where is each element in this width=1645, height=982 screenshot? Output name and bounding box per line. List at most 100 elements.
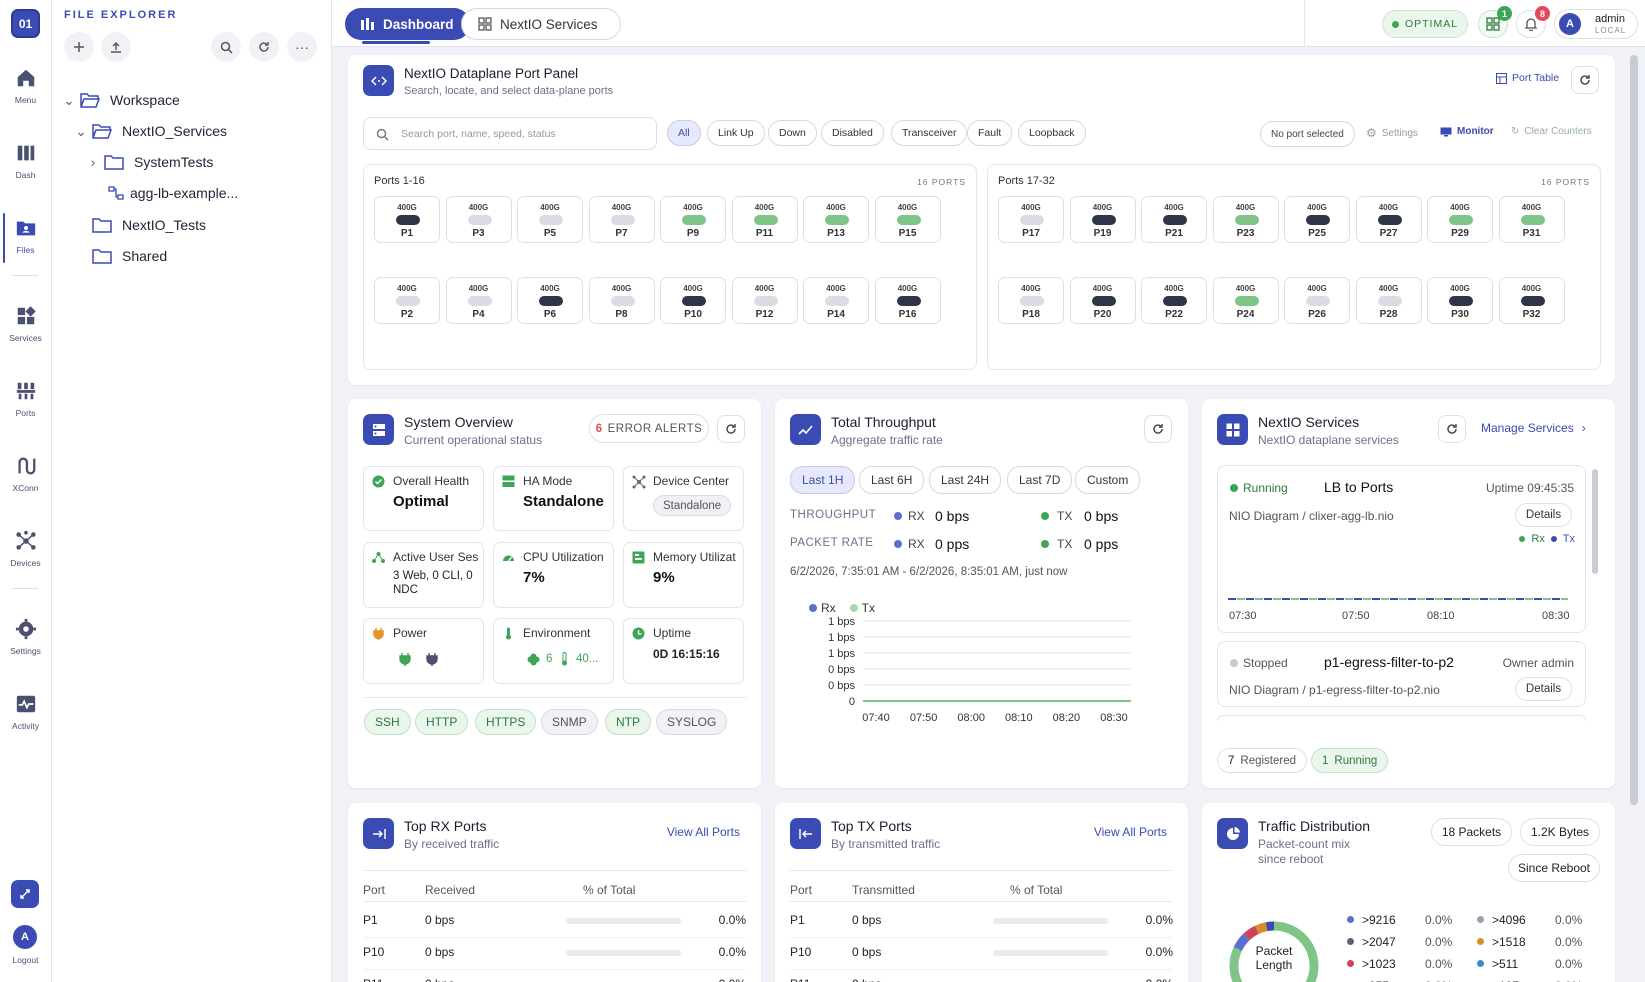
port-p26[interactable]: 400G P26 bbox=[1284, 277, 1350, 324]
manage-services-link[interactable]: Manage Services › bbox=[1481, 421, 1586, 435]
protocol-ssh[interactable]: SSH bbox=[364, 709, 411, 735]
avatar[interactable]: A bbox=[13, 925, 37, 949]
port-p14[interactable]: 400G P14 bbox=[803, 277, 869, 324]
tree-item-systemtests[interactable]: › SystemTests bbox=[86, 148, 214, 176]
monitor-button[interactable]: Monitor bbox=[1440, 126, 1494, 137]
tab-nextio-services[interactable]: NextIO Services bbox=[461, 8, 621, 40]
port-p10[interactable]: 400G P10 bbox=[660, 277, 726, 324]
service-item-lb[interactable]: Running LB to Ports Uptime 09:45:35 NIO … bbox=[1217, 465, 1586, 633]
tab-dashboard[interactable]: Dashboard bbox=[345, 8, 470, 40]
app-logo[interactable]: 01 bbox=[11, 9, 40, 38]
search-button[interactable] bbox=[211, 32, 241, 62]
expand-button[interactable] bbox=[11, 880, 39, 908]
divider bbox=[1304, 0, 1305, 47]
settings-button[interactable]: ⚙ Settings bbox=[1366, 126, 1418, 140]
range-6h[interactable]: Last 6H bbox=[859, 466, 925, 494]
filter-loopback[interactable]: Loopback bbox=[1018, 120, 1086, 146]
tree-item-nextio-tests[interactable]: NextIO_Tests bbox=[74, 211, 206, 239]
refresh-button[interactable] bbox=[249, 32, 279, 62]
legend-label: >2047 bbox=[1362, 935, 1396, 949]
details-button[interactable]: Details bbox=[1515, 503, 1572, 527]
upload-button[interactable] bbox=[101, 32, 131, 62]
port-p4[interactable]: 400G P4 bbox=[445, 277, 512, 324]
filter-transceiver[interactable]: Transceiver bbox=[891, 120, 968, 146]
port-p17[interactable]: 400G P17 bbox=[998, 196, 1064, 243]
rail-item-files[interactable]: Files bbox=[0, 207, 51, 267]
port-p16[interactable]: 400G P16 bbox=[874, 277, 941, 324]
port-p15[interactable]: 400G P15 bbox=[874, 196, 941, 243]
scrollbar-thumb[interactable] bbox=[1592, 469, 1598, 574]
port-p2[interactable]: 400G P2 bbox=[374, 277, 440, 324]
rail-item-menu[interactable]: Menu bbox=[0, 57, 51, 117]
port-p13[interactable]: 400G P13 bbox=[803, 196, 869, 243]
port-p20[interactable]: 400G P20 bbox=[1069, 277, 1136, 324]
port-p9[interactable]: 400G P9 bbox=[660, 196, 726, 243]
filter-fault[interactable]: Fault bbox=[967, 120, 1013, 146]
tree-item-agg-lb[interactable]: agg-lb-example... bbox=[108, 179, 238, 207]
filter-all[interactable]: All bbox=[667, 120, 701, 146]
port-p29[interactable]: 400G P29 bbox=[1427, 196, 1493, 243]
port-p3[interactable]: 400G P3 bbox=[445, 196, 512, 243]
view-all-ports-link[interactable]: View All Ports bbox=[1093, 825, 1167, 839]
port-p19[interactable]: 400G P19 bbox=[1069, 196, 1136, 243]
protocol-http[interactable]: HTTP bbox=[415, 709, 469, 735]
port-p22[interactable]: 400G P22 bbox=[1141, 277, 1207, 324]
rail-item-xconn[interactable]: XConn bbox=[0, 445, 51, 505]
rail-item-services[interactable]: Services bbox=[0, 295, 51, 355]
details-button[interactable]: Details bbox=[1515, 677, 1572, 701]
refresh-button[interactable] bbox=[1438, 415, 1466, 443]
port-search-input[interactable]: Search port, name, speed, status bbox=[363, 117, 657, 150]
range-7d[interactable]: Last 7D bbox=[1007, 466, 1073, 494]
rail-item-devices[interactable]: Devices bbox=[0, 520, 51, 580]
port-table-link[interactable]: Port Table bbox=[1496, 72, 1559, 84]
filter-link-up[interactable]: Link Up bbox=[707, 120, 765, 146]
refresh-button[interactable] bbox=[1144, 415, 1172, 443]
tree-item-nextio-services[interactable]: ⌄ NextIO_Services bbox=[74, 117, 227, 145]
new-file-button[interactable] bbox=[64, 32, 94, 62]
port-p5[interactable]: 400G P5 bbox=[517, 196, 583, 243]
range-24h[interactable]: Last 24H bbox=[929, 466, 1002, 494]
refresh-button[interactable] bbox=[717, 415, 745, 443]
port-p7[interactable]: 400G P7 bbox=[588, 196, 655, 243]
port-p27[interactable]: 400G P27 bbox=[1355, 196, 1422, 243]
port-p11[interactable]: 400G P11 bbox=[731, 196, 798, 243]
user-menu[interactable]: A admin LOCAL bbox=[1554, 9, 1638, 39]
port-p18[interactable]: 400G P18 bbox=[998, 277, 1064, 324]
port-p32[interactable]: 400G P32 bbox=[1498, 277, 1565, 324]
port-p8[interactable]: 400G P8 bbox=[588, 277, 655, 324]
protocol-syslog[interactable]: SYSLOG bbox=[656, 709, 728, 735]
filter-down[interactable]: Down bbox=[768, 120, 817, 146]
filter-disabled[interactable]: Disabled bbox=[821, 120, 884, 146]
more-button[interactable]: ··· bbox=[287, 32, 317, 62]
error-alerts-button[interactable]: 6 ERROR ALERTS bbox=[589, 414, 709, 443]
rail-item-dash[interactable]: Dash bbox=[0, 132, 51, 192]
page-scrollbar-thumb[interactable] bbox=[1630, 55, 1638, 805]
protocol-ntp[interactable]: NTP bbox=[605, 709, 651, 735]
port-p30[interactable]: 400G P30 bbox=[1427, 277, 1493, 324]
protocol-https[interactable]: HTTPS bbox=[475, 709, 537, 735]
rail-item-activity[interactable]: Activity bbox=[0, 683, 51, 743]
port-p28[interactable]: 400G P28 bbox=[1355, 277, 1422, 324]
logout-label[interactable]: Logout bbox=[12, 955, 39, 965]
port-p6[interactable]: 400G P6 bbox=[517, 277, 583, 324]
since-reboot-button[interactable]: Since Reboot bbox=[1508, 854, 1600, 882]
port-p21[interactable]: 400G P21 bbox=[1141, 196, 1207, 243]
refresh-button[interactable] bbox=[1571, 66, 1599, 94]
port-p24[interactable]: 400G P24 bbox=[1212, 277, 1279, 324]
range-custom[interactable]: Custom bbox=[1075, 466, 1141, 494]
tree-item-workspace[interactable]: ⌄ Workspace bbox=[62, 86, 180, 114]
protocol-snmp[interactable]: SNMP bbox=[541, 709, 598, 735]
port-p23[interactable]: 400G P23 bbox=[1212, 196, 1279, 243]
service-item-p1-egress[interactable]: Stopped p1-egress-filter-to-p2 Owner adm… bbox=[1217, 641, 1586, 707]
status-badge[interactable]: OPTIMAL bbox=[1382, 10, 1468, 38]
port-p31[interactable]: 400G P31 bbox=[1498, 196, 1565, 243]
port-p25[interactable]: 400G P25 bbox=[1284, 196, 1350, 243]
view-all-ports-link[interactable]: View All Ports bbox=[666, 825, 740, 839]
range-1h[interactable]: Last 1H bbox=[790, 466, 856, 494]
rail-item-ports[interactable]: Ports bbox=[0, 370, 51, 430]
tree-item-shared[interactable]: Shared bbox=[74, 242, 167, 270]
rail-item-settings[interactable]: Settings bbox=[0, 608, 51, 668]
port-p12[interactable]: 400G P12 bbox=[731, 277, 798, 324]
port-p1[interactable]: 400G P1 bbox=[374, 196, 440, 243]
clear-counters-button[interactable]: ↻ Clear Counters bbox=[1511, 126, 1592, 137]
